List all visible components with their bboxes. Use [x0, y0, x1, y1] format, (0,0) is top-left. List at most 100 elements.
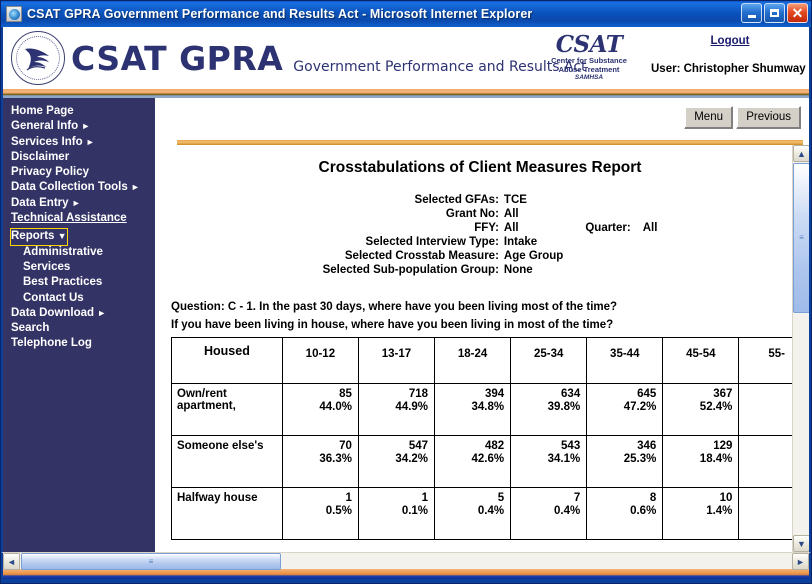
chevron-right-icon: ► — [85, 136, 95, 147]
sidebar-item-label: Telephone Log — [11, 337, 92, 350]
cell-percent: 0.4% — [477, 505, 505, 517]
table-cell: 645 47.2% — [586, 383, 664, 436]
report-parameter-row: FFY: All Quarter: All — [323, 221, 657, 235]
vertical-scroll-thumb[interactable]: ≡ — [793, 163, 809, 313]
cell-percent: 1.4% — [706, 505, 733, 517]
sidebar-item-home-page[interactable]: Home Page — [11, 104, 74, 119]
row-label: Halfway house — [171, 487, 283, 540]
cell-percent: 36.3% — [319, 453, 352, 465]
previous-button[interactable]: Previous — [736, 106, 801, 129]
sidebar-item-general-info[interactable]: General Info ► — [11, 119, 90, 134]
sidebar-item-label: Data Collection Tools — [11, 181, 128, 194]
cell-percent: 52.4% — [699, 401, 733, 413]
parameter-value: All — [503, 208, 519, 220]
maximize-icon — [770, 9, 779, 17]
column-header-10-12: 10-12 — [281, 337, 359, 384]
sidebar-item-data-collection-tools[interactable]: Data Collection Tools ► — [11, 180, 140, 195]
cell-percent: 0.6% — [630, 505, 657, 517]
parameter-label-2 — [563, 235, 630, 249]
internet-explorer-icon — [6, 6, 22, 22]
sidebar-item-administrative[interactable]: Administrative — [11, 245, 103, 260]
parameter-value-2 — [631, 193, 658, 207]
report-scroll-pane: Crosstabulations of Client Measures Repo… — [155, 145, 809, 552]
cell-count: 7 — [573, 492, 581, 504]
cell-count: 482 — [484, 440, 505, 452]
crosstab-table: Housed 10-12 13-17 18-24 25-34 35-44 45-54 55- … — [171, 337, 809, 540]
sidebar-item-label: Contact Us — [23, 291, 84, 304]
cell-percent: 25.3% — [623, 453, 657, 465]
crosstab-body: Own/rent apartment, 85 44.0% 718 44.9% 394 34.… — [171, 383, 809, 540]
column-header-45-54: 45-54 — [662, 337, 740, 384]
cell-count: 547 — [408, 440, 429, 452]
sidebar-item-label: Home Page — [11, 105, 74, 117]
scroll-track[interactable] — [281, 553, 792, 569]
cell-count: 634 — [561, 388, 581, 400]
cell-percent: 42.6% — [471, 453, 505, 465]
row-label: Someone else's — [171, 435, 283, 488]
cell-count: 645 — [637, 388, 657, 400]
sidebar-item-label: Disclaimer — [11, 150, 70, 163]
sidebar-item-telephone-log[interactable]: Telephone Log — [11, 336, 92, 351]
horizontal-scroll-thumb[interactable]: ≡ — [21, 553, 281, 570]
column-header-35-44: 35-44 — [586, 337, 664, 384]
vertical-scrollbar[interactable]: ▲ ≡ ▼ — [792, 145, 809, 552]
chevron-right-icon: ► — [81, 121, 91, 132]
sidebar-item-label: Administrative — [23, 245, 103, 258]
sidebar-item-label: Best Practices — [23, 276, 103, 289]
sidebar-item-privacy-policy[interactable]: Privacy Policy — [11, 165, 89, 180]
cell-count: 85 — [339, 388, 352, 400]
sidebar-item-reports[interactable]: Reports ▼ — [10, 228, 68, 246]
sidebar-item-contact-us[interactable]: Contact Us — [11, 291, 84, 306]
csat-line3: SAMHSA — [574, 74, 604, 82]
report-document: Crosstabulations of Client Measures Repo… — [155, 145, 809, 540]
parameter-value-2 — [631, 235, 658, 249]
logout-link[interactable]: Logout — [710, 35, 750, 47]
minimize-icon — [747, 14, 756, 18]
cell-count: 10 — [719, 492, 733, 504]
cell-count: 8 — [649, 492, 657, 504]
sidebar-item-search[interactable]: Search — [11, 321, 49, 336]
table-cell: 70 36.3% — [281, 435, 359, 488]
cell-percent: 47.2% — [623, 401, 657, 413]
column-header-13-17: 13-17 — [357, 337, 436, 384]
column-header-18-24: 18-24 — [434, 337, 512, 384]
chevron-right-icon: ► — [97, 307, 107, 318]
content-area: Menu Previous Crosstabulations of Client… — [155, 98, 809, 552]
table-cell: 718 44.9% — [357, 383, 436, 436]
sidebar-item-best-practices[interactable]: Best Practices — [11, 275, 102, 290]
sidebar-item-data-entry[interactable]: Data Entry ► — [11, 196, 81, 211]
close-button[interactable]: ✕ — [787, 3, 808, 23]
cell-count: 394 — [484, 388, 505, 400]
sidebar-item-label: Services — [23, 260, 71, 273]
sidebar-item-disclaimer[interactable]: Disclaimer — [11, 150, 69, 165]
table-cell: 10 1.4% — [662, 487, 740, 540]
table-row: Halfway house 1 0.5% 1 0.1% 5 0.4% 7 0.4% 8 0.6% 10… — [171, 487, 809, 540]
csat-line2: Abuse Treatment — [558, 65, 620, 75]
brand-title: CSAT GPRA — [71, 38, 284, 78]
parameter-label-2 — [563, 193, 630, 207]
sidebar-nav: Home Page General Info ► Services Info ► Di… — [3, 98, 155, 552]
sidebar-item-services[interactable]: Services — [11, 260, 70, 275]
sidebar-item-technical-assistance[interactable]: Technical Assistance — [11, 211, 127, 226]
sidebar-item-label: Privacy Policy — [11, 166, 89, 179]
menu-button[interactable]: Menu — [684, 106, 733, 129]
parameter-label: Selected GFAs: — [414, 194, 499, 206]
table-cell: 8 0.6% — [586, 487, 664, 540]
toolbar-divider — [177, 140, 803, 145]
table-cell: 1 0.1% — [357, 487, 436, 540]
chevron-down-icon: ▼ — [57, 231, 67, 242]
username-label: User: Christopher Shumway — [651, 63, 806, 75]
maximize-button[interactable] — [764, 3, 785, 23]
scroll-up-button[interactable]: ▲ — [793, 145, 809, 162]
sidebar-item-services-info[interactable]: Services Info ► — [11, 135, 95, 150]
scroll-right-button[interactable]: ► — [792, 553, 809, 570]
sidebar-item-data-download[interactable]: Data Download ► — [11, 306, 106, 321]
report-parameter-row: Selected Sub-population Group: None — [323, 263, 658, 277]
scroll-left-button[interactable]: ◄ — [3, 553, 20, 570]
minimize-button[interactable] — [741, 3, 762, 23]
report-parameter-row: Selected Interview Type: Intake — [323, 235, 658, 249]
scroll-down-button[interactable]: ▼ — [793, 535, 809, 552]
horizontal-scrollbar[interactable]: ◄ ≡ ► — [1, 552, 811, 570]
sidebar-item-label: Technical Assistance — [11, 212, 127, 225]
